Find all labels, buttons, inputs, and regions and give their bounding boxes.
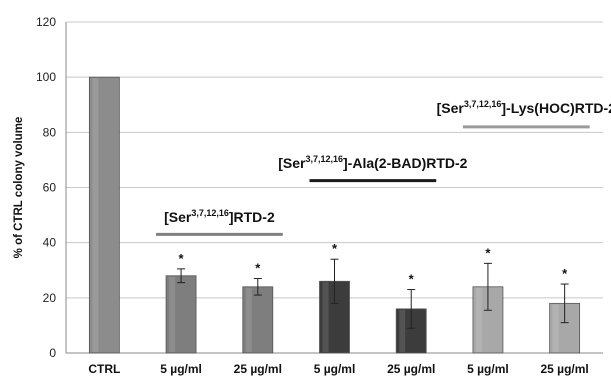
x-tick-label: 25 µg/ml [541,362,589,376]
group-label-rest: ]-Ala(2-BAD)RTD-2 [343,155,468,171]
group-annotations: [Ser3,7,12,16]RTD-2[Ser3,7,12,16]-Ala(2-… [156,99,611,236]
group-label-rest: ]-Lys(HOC)RTD-2 [501,100,611,116]
y-axis-label: % of CTRL colony volume [13,117,25,259]
group-label-superscript: 3,7,12,16 [464,99,502,109]
significance-star: * [409,272,415,287]
bar [88,76,120,354]
bar-highlight [245,287,252,352]
y-tick-label: 0 [49,346,56,360]
x-tick-label: CTRL [88,362,120,376]
bar-highlight [475,287,482,352]
bar-highlight [322,282,329,352]
group-label-superscript: 3,7,12,16 [191,208,229,218]
bar-highlight [399,309,406,352]
bars: * * * * * * [88,76,581,354]
group-label-superscript: 3,7,12,16 [305,154,343,164]
y-tick-label: 40 [43,236,57,250]
x-tick-label: 25 µg/ml [387,362,435,376]
y-tick-label: 100 [36,70,56,84]
x-tick-label: 5 µg/ml [160,362,202,376]
x-tick-label: 25 µg/ml [234,362,282,376]
bar-highlight [552,304,559,352]
group-label-base: [Ser [164,209,192,225]
bar-highlight [169,276,176,352]
group-label: [Ser3,7,12,16]-Ala(2-BAD)RTD-2 [278,154,467,171]
x-tick-label: 5 µg/ml [314,362,356,376]
bar [165,275,197,354]
significance-star: * [255,261,261,276]
x-axis: CTRL 5 µg/ml 25 µg/ml 5 µg/ml 25 µg/ml 5 µg/m… [88,362,588,376]
grid-lines [66,21,603,354]
significance-star: * [562,266,568,281]
significance-star: * [332,241,338,256]
y-axis: 0 20 40 60 80 100 120 [36,15,603,360]
bar [242,286,274,354]
group-label: [Ser3,7,12,16]RTD-2 [164,208,275,225]
significance-star: * [485,245,491,260]
significance-star: * [179,251,185,266]
bar-highlight [92,78,99,353]
y-tick-label: 20 [43,291,57,305]
y-tick-label: 80 [43,125,57,139]
x-tick-label: 5 µg/ml [467,362,509,376]
y-tick-label: 60 [43,181,57,195]
group-label: [Ser3,7,12,16]-Lys(HOC)RTD-2 [437,99,611,116]
group-label-rest: ]RTD-2 [229,209,275,225]
y-tick-label: 120 [36,15,56,29]
group-label-base: [Ser [278,155,306,171]
group-label-base: [Ser [437,100,465,116]
